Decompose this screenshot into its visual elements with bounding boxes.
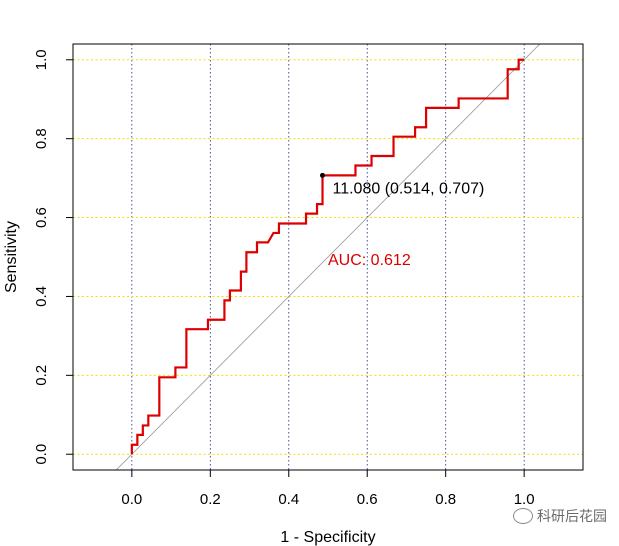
watermark-text: 科研后花园: [537, 509, 607, 525]
vertical-gridlines: [131, 44, 525, 470]
x-tick-label: 0.2: [200, 491, 221, 508]
y-tick-label: 0.0: [33, 444, 50, 465]
horizontal-gridlines: [73, 59, 583, 455]
x-tick-label: 1.0: [514, 491, 535, 508]
x-tick-label: 0.4: [278, 491, 299, 508]
best-threshold-point: [320, 172, 326, 178]
plot-frame: [72, 43, 584, 471]
y-tick-label: 0.8: [33, 128, 50, 149]
diagonal-reference-line: [115, 44, 541, 470]
x-axis-title: 1 - Specificity: [280, 529, 375, 546]
y-tick-label: 0.6: [33, 207, 50, 228]
y-tick-label: 0.4: [33, 286, 50, 307]
y-axis-title: Sensitivity: [3, 221, 20, 293]
y-tick-label: 0.2: [33, 365, 50, 386]
best-threshold-label: 11.080 (0.514, 0.707): [333, 180, 485, 197]
x-axis: 0.0 0.2 0.4 0.6 0.8 1.0: [121, 470, 535, 508]
wechat-icon: [513, 508, 533, 524]
watermark: 科研后花园: [513, 506, 607, 526]
x-tick-label: 0.6: [357, 491, 378, 508]
x-tick-label: 0.0: [121, 491, 142, 508]
y-tick-label: 1.0: [33, 49, 50, 70]
y-axis: 0.0 0.2 0.4 0.6 0.8 1.0: [33, 49, 73, 465]
roc-curve: [130, 58, 525, 455]
auc-label: AUC: 0.612: [328, 252, 411, 269]
x-tick-label: 0.8: [435, 491, 456, 508]
